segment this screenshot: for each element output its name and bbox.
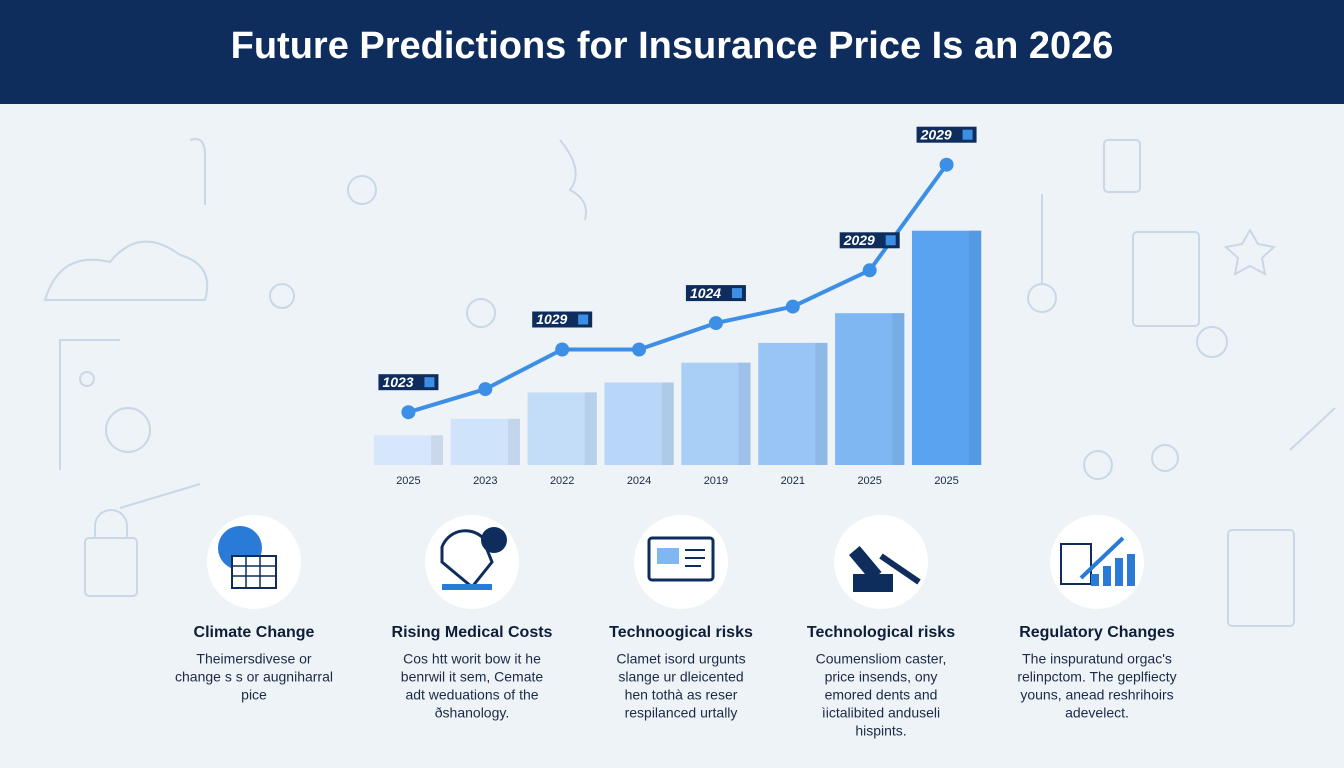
callout-label: 2029 — [843, 232, 875, 248]
x-tick-label: 2019 — [704, 475, 728, 487]
trend-point — [785, 299, 800, 314]
x-tick-label: 2022 — [550, 475, 574, 487]
page-title: Future Predictions for Insurance Price I… — [231, 25, 1114, 67]
decorations — [43, 138, 1336, 627]
callout-box — [685, 285, 746, 302]
callout-tab — [424, 377, 435, 388]
card-text: pice — [241, 687, 267, 703]
trend-point — [939, 157, 954, 172]
callout-label: 2029 — [920, 126, 952, 142]
icon-health — [425, 515, 519, 609]
card-title: Rising Medical Costs — [392, 624, 553, 641]
x-tick-label: 2021 — [781, 475, 805, 487]
card-text: slange ur dleicented — [618, 669, 743, 685]
card-text: emored dents and — [825, 687, 938, 703]
card-text: hispints. — [855, 723, 906, 739]
callout-box — [916, 126, 977, 143]
bar-side — [969, 230, 982, 465]
callout-tab — [962, 129, 973, 140]
callout-tab — [731, 288, 742, 299]
callout-label: 1024 — [690, 285, 721, 301]
callout-tab — [578, 314, 589, 325]
x-tick-label: 2025 — [934, 475, 958, 487]
x-tick-label: 2024 — [627, 475, 651, 487]
card-title: Technoogical risks — [609, 624, 753, 641]
bar-side — [738, 362, 751, 465]
icon-globe — [207, 515, 301, 609]
card-title: Regulatory Changes — [1019, 624, 1175, 641]
card-text: benrwil it sem, Cemate — [401, 669, 544, 685]
card-title: Climate Change — [194, 624, 315, 641]
card-text: Coumensliom caster, — [816, 651, 947, 667]
cards: Climate Change Theimersdivese or change s … — [175, 515, 1177, 739]
bar-side — [584, 392, 597, 465]
card-text: respilanced urtally — [625, 705, 738, 721]
card-text: change s s or augniharral — [175, 669, 333, 685]
card-text: Clamet isord urgunts — [616, 651, 745, 667]
trend-point — [555, 342, 570, 357]
trend-point — [478, 382, 493, 397]
icon-screen — [634, 515, 728, 609]
card-text: Theimersdivese or — [196, 651, 311, 667]
card-text: hen tothà as reser — [625, 687, 738, 703]
trend-point — [862, 263, 877, 278]
x-tick-label: 2023 — [473, 475, 497, 487]
card-text: youns, anead reshrihoirs — [1020, 687, 1173, 703]
card-title: Technological risks — [807, 624, 955, 641]
bar-side — [661, 382, 674, 465]
card-text: price insends, ony — [825, 669, 938, 685]
card-text: relinpctom. The geplfiecty — [1017, 669, 1176, 685]
bar-side — [892, 313, 905, 465]
callout-box — [532, 311, 593, 328]
trend-point — [632, 342, 647, 357]
trend-point — [708, 316, 723, 331]
bar-side — [507, 418, 520, 465]
card-text: Cos htt worit bow it he — [403, 651, 541, 667]
callout-box — [378, 374, 439, 391]
card-text: adt weduations of the — [405, 687, 538, 703]
bar-side — [431, 435, 444, 465]
card-text: adevelect. — [1065, 705, 1129, 721]
card-text: ðshanology. — [435, 705, 509, 721]
x-tick-label: 2025 — [396, 475, 420, 487]
trend-point — [401, 405, 416, 420]
x-tick-label: 2025 — [857, 475, 881, 487]
card-text: ìictalibited anduseli — [822, 705, 940, 721]
callout-label: 1023 — [382, 374, 413, 390]
trend-line — [407, 163, 949, 415]
callout-tab — [885, 235, 896, 246]
callout-box — [839, 232, 900, 249]
icon-growth — [1050, 515, 1144, 609]
icon-gavel — [834, 515, 928, 609]
card-text: The inspuratund orgac's — [1022, 651, 1172, 667]
callout-label: 1029 — [536, 311, 567, 327]
header-bar — [0, 0, 1344, 104]
bar-side — [815, 342, 828, 465]
